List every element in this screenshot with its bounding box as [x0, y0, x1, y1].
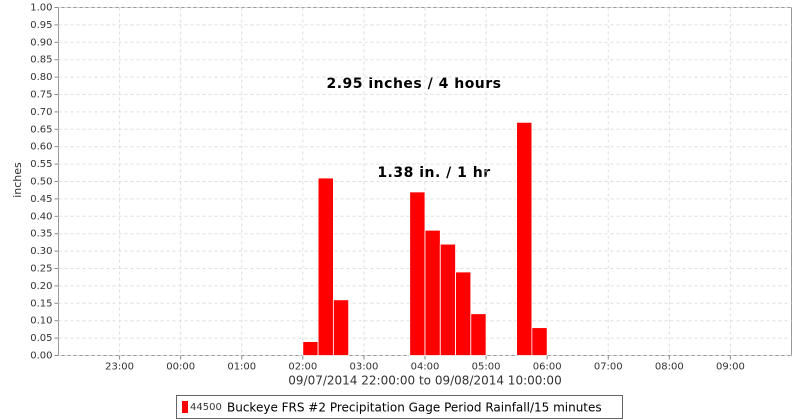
- x-tick-label: 08:00: [655, 362, 684, 373]
- legend-label: Buckeye FRS #2 Precipitation Gage Period…: [227, 401, 602, 415]
- x-tick-label: 05:00: [472, 362, 501, 373]
- x-tick-label: 00:00: [166, 362, 195, 373]
- y-axis-label: inches: [11, 162, 24, 198]
- x-tick-label: 03:00: [350, 362, 379, 373]
- y-tick-label: 0.40: [30, 211, 52, 222]
- annotation: 2.95 inches / 4 hours: [326, 76, 501, 92]
- y-tick-label: 0.70: [30, 107, 52, 118]
- x-tick-label: 06:00: [533, 362, 562, 373]
- x-tick-label: 04:00: [411, 362, 440, 373]
- x-tick-label: 01:00: [227, 362, 256, 373]
- y-tick-label: 0.45: [30, 194, 52, 205]
- bar: [531, 327, 548, 356]
- y-tick-label: 0.60: [30, 142, 52, 153]
- y-tick-label: 0.75: [30, 90, 52, 101]
- y-tick-label: 0.00: [30, 351, 52, 362]
- y-tick-label: 1.00: [30, 3, 52, 14]
- bar: [424, 229, 441, 356]
- bar: [455, 271, 472, 356]
- y-tick-label: 0.10: [30, 316, 52, 327]
- legend-swatch: [182, 401, 188, 413]
- y-tick-label: 0.90: [30, 37, 52, 48]
- bar: [317, 177, 334, 356]
- y-tick-label: 0.85: [30, 55, 52, 66]
- legend: [176, 395, 623, 419]
- x-tick-label: 09:00: [716, 362, 745, 373]
- x-tick-label: 02:00: [288, 362, 317, 373]
- y-tick-label: 0.35: [30, 229, 52, 240]
- y-tick-label: 0.30: [30, 246, 52, 257]
- y-tick-label: 0.50: [30, 177, 52, 188]
- x-axis-label: 09/07/2014 22:00:00 to 09/08/2014 10:00:…: [288, 374, 561, 388]
- y-tick-label: 0.15: [30, 298, 52, 309]
- y-tick-label: 0.55: [30, 159, 52, 170]
- y-tick-label: 0.20: [30, 281, 52, 292]
- y-tick-label: 0.05: [30, 333, 52, 344]
- y-tick-label: 0.25: [30, 264, 52, 275]
- bar: [470, 313, 487, 356]
- y-tick-label: 0.80: [30, 72, 52, 83]
- annotation: 1.38 in. / 1 hr: [377, 165, 490, 181]
- x-tick-label: 23:00: [105, 362, 134, 373]
- x-tick-label: 07:00: [594, 362, 623, 373]
- y-tick-label: 0.65: [30, 124, 52, 135]
- legend-id: 44500: [190, 402, 222, 413]
- bar: [439, 243, 456, 356]
- bar: [332, 299, 350, 356]
- bar: [516, 121, 533, 356]
- bar: [302, 341, 319, 356]
- y-tick-label: 0.95: [30, 20, 52, 31]
- bar: [409, 191, 426, 356]
